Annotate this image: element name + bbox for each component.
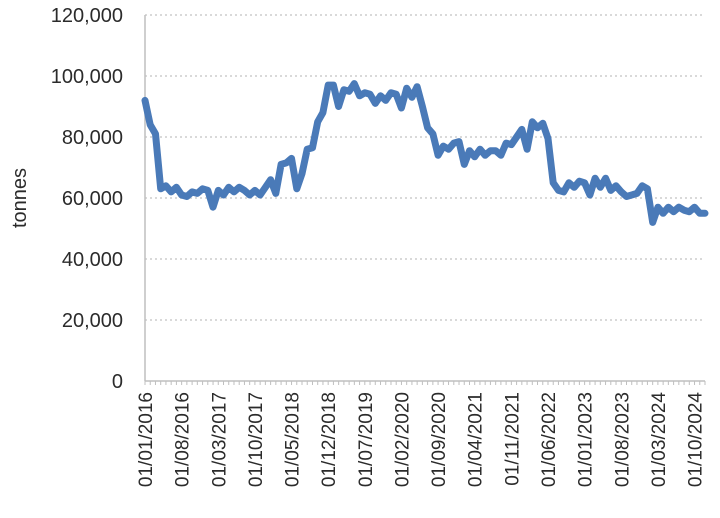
x-tick-label: 01/03/2024 xyxy=(649,392,670,488)
x-tick-label: 01/08/2016 xyxy=(173,392,194,487)
series-line xyxy=(141,80,709,226)
gridlines xyxy=(145,14,705,321)
y-tick-label: 20,000 xyxy=(62,310,123,332)
x-tick-label: 01/10/2017 xyxy=(246,392,267,487)
x-tick-label: 01/01/2016 xyxy=(136,392,157,487)
y-tick-label: 40,000 xyxy=(62,249,123,271)
y-tick-label: 120,000 xyxy=(51,5,123,27)
x-tick-label: 01/08/2023 xyxy=(612,392,633,487)
x-tick-label: 01/02/2020 xyxy=(392,392,413,487)
y-tick-label: 0 xyxy=(112,371,123,393)
x-tick-label: 01/05/2018 xyxy=(283,392,304,487)
x-axis-ticks: 01/01/2016 01/08/2016 01/03/2017 01/10/2017… xyxy=(136,392,707,488)
x-tick-label: 01/09/2020 xyxy=(429,392,450,487)
x-tick-label: 01/11/2021 xyxy=(502,392,523,486)
x-tick-label: 01/06/2022 xyxy=(539,392,560,487)
x-tick-label: 01/07/2019 xyxy=(356,392,377,487)
y-tick-label: 100,000 xyxy=(51,66,123,88)
x-tick-label: 01/03/2017 xyxy=(209,392,230,487)
y-tick-label: 80,000 xyxy=(62,127,123,149)
x-tick-label: 01/10/2024 xyxy=(686,392,707,488)
y-tick-label: 60,000 xyxy=(62,188,123,210)
x-tick-label: 01/12/2018 xyxy=(319,392,340,487)
y-axis-label: tonnes xyxy=(9,168,31,228)
x-axis-minor-ticks xyxy=(144,381,706,385)
x-tick-label: 01/01/2023 xyxy=(576,392,597,487)
x-tick-label: 01/04/2021 xyxy=(466,392,487,487)
y-axis-ticks: 0 20,000 40,000 60,000 80,000 100,000 120,000 xyxy=(51,5,123,393)
